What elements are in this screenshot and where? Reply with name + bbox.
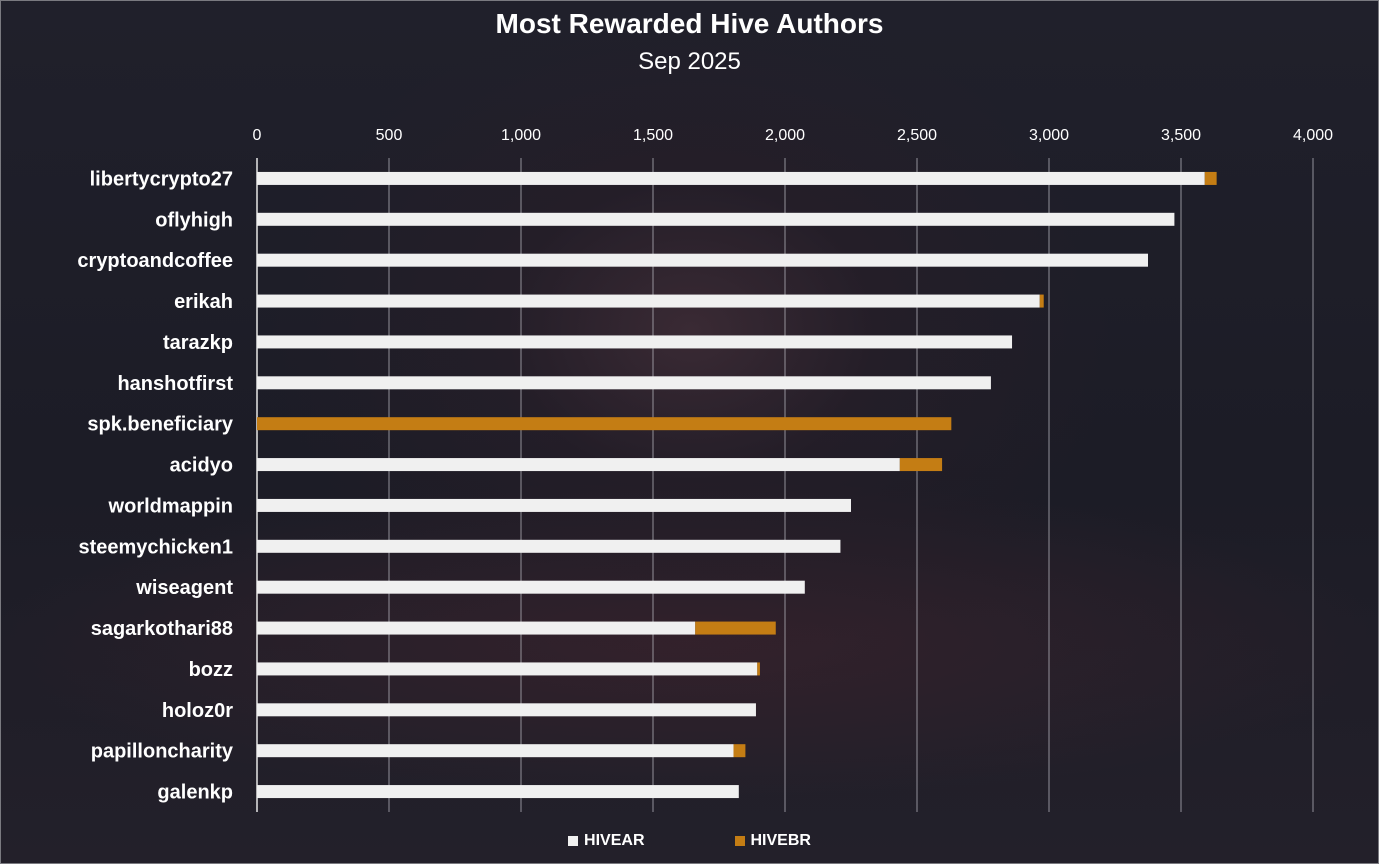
bar-hivear	[257, 253, 1148, 267]
bar-hivebr	[1204, 171, 1217, 185]
category-label: sagarkothari88	[91, 618, 233, 640]
legend-item-hivear: HIVEAR	[568, 832, 645, 850]
bar-hivebr	[899, 458, 943, 472]
x-tick-label: 3,000	[1029, 127, 1069, 144]
legend-swatch-hivebr	[734, 836, 745, 846]
x-tick-label: 2,000	[765, 127, 805, 144]
x-tick-label: 0	[253, 127, 262, 144]
x-tick-label: 2,500	[897, 127, 937, 144]
category-label: tarazkp	[163, 332, 233, 354]
category-label: papilloncharity	[91, 741, 234, 763]
x-tick-label: 1,000	[501, 127, 541, 144]
category-label: cryptoandcoffee	[77, 250, 233, 272]
bar-hivear	[257, 458, 900, 472]
category-label: spk.beneficiary	[87, 414, 234, 436]
bar-hivear	[257, 335, 1013, 349]
chart-title: Most Rewarded Hive Authors	[495, 8, 884, 39]
category-label: acidyo	[170, 455, 233, 477]
category-label: holoz0r	[162, 700, 233, 722]
x-tick-label: 500	[376, 127, 403, 144]
chart-subtitle: Sep 2025	[638, 48, 741, 75]
legend-swatch-hivear	[568, 836, 579, 846]
category-label: steemychicken1	[78, 536, 233, 558]
category-label: worldmappin	[108, 495, 233, 517]
x-tick-label: 1,500	[633, 127, 673, 144]
x-tick-label: 3,500	[1161, 127, 1201, 144]
category-label: hanshotfirst	[117, 373, 233, 395]
category-label: galenkp	[157, 782, 233, 804]
bar-hivebr	[695, 621, 776, 635]
legend-item-hivebr: HIVEBR	[734, 832, 811, 850]
bar-hivear	[257, 621, 696, 635]
bar-hivebr	[733, 744, 746, 758]
bar-hivear	[257, 703, 756, 717]
bar-hivebr	[1039, 294, 1044, 308]
category-label: oflyhigh	[155, 209, 233, 231]
bar-hivear	[257, 539, 841, 553]
legend-label-hivebr: HIVEBR	[750, 832, 811, 849]
bar-hivebr	[757, 662, 760, 676]
legend: HIVEAR HIVEBR	[0, 832, 1379, 850]
category-label: libertycrypto27	[90, 168, 233, 190]
bar-hivear	[257, 212, 1175, 226]
category-label: erikah	[174, 291, 233, 313]
bar-hivear	[257, 744, 734, 758]
bar-hivear	[257, 376, 991, 390]
bar-hivear	[257, 580, 805, 594]
bar-hivebr	[257, 417, 952, 431]
bar-hivear	[257, 498, 851, 512]
bar-hivear	[257, 785, 739, 799]
x-tick-label: 4,000	[1293, 127, 1333, 144]
bar-hivear	[257, 662, 758, 676]
category-label: wiseagent	[135, 577, 233, 599]
category-label: bozz	[189, 659, 233, 681]
bar-hivear	[257, 171, 1205, 185]
legend-label-hivear: HIVEAR	[584, 832, 645, 849]
bar-hivear	[257, 294, 1040, 308]
